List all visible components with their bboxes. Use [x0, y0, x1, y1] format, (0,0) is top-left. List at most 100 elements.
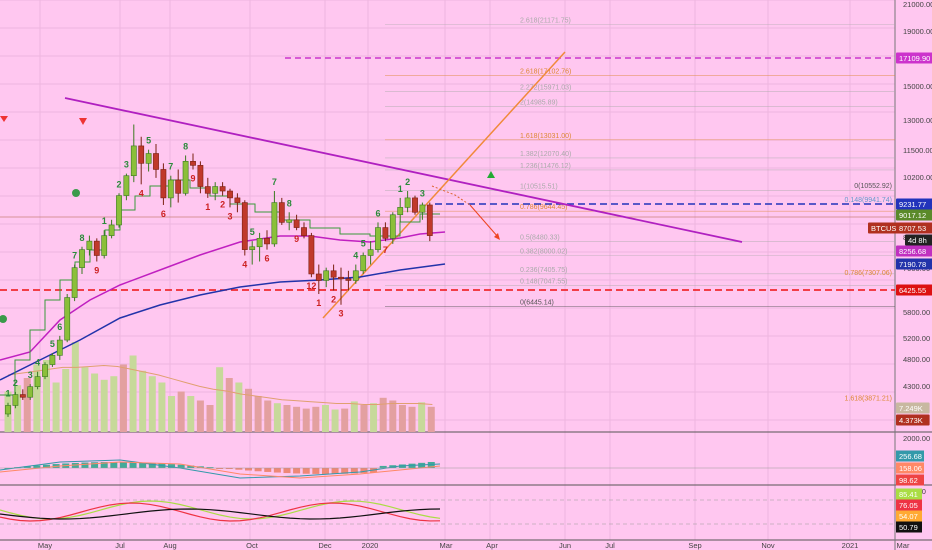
macd-histogram-bar — [81, 462, 89, 468]
candle — [101, 235, 108, 256]
price-tag — [905, 234, 932, 246]
price-tag — [896, 52, 932, 64]
volume-bar — [293, 406, 301, 432]
candle — [49, 355, 56, 365]
volume-bar — [350, 401, 358, 432]
sell-arrow-icon — [79, 118, 87, 125]
macd-histogram-bar — [264, 468, 272, 472]
macd-histogram-bar — [206, 467, 214, 469]
candle — [86, 240, 93, 250]
td-count-label: 2 — [13, 378, 18, 388]
fib-level-label: 1.618(3871.21) — [845, 396, 892, 403]
volume-bar — [398, 405, 406, 432]
candle — [249, 246, 256, 250]
price-tick-label: 21000.00 — [903, 0, 932, 9]
macd-value-label: 158.06 — [899, 464, 922, 473]
volume-bar — [177, 391, 185, 432]
projection-dotted — [431, 185, 471, 206]
fib-level-label: 1.618(13031.00) — [520, 133, 571, 140]
macd-histogram-bar — [187, 465, 195, 468]
macd-value-label: 98.62 — [899, 476, 918, 485]
volume-bar — [408, 406, 416, 432]
volume-bar — [81, 367, 89, 432]
candle — [219, 186, 226, 192]
td-count-label: 7 — [383, 245, 388, 255]
fib-level-label: 0.786(9644.45) — [520, 204, 567, 211]
sell-arrow-icon — [0, 116, 8, 122]
price-tick-label: 4300.00 — [903, 382, 930, 391]
price-tag-label: 6425.55 — [899, 286, 926, 295]
candle — [19, 394, 26, 398]
td-count-label: 6 — [264, 254, 269, 264]
td-count-label: 2 — [220, 200, 225, 210]
volume-bar — [321, 405, 329, 432]
price-tag-label: 7190.78 — [899, 260, 926, 269]
time-axis-label: Aug — [163, 541, 176, 550]
price-tag — [896, 209, 932, 221]
td-count-label: 5 — [50, 339, 55, 349]
volume-bar — [312, 406, 320, 432]
candle — [234, 197, 241, 203]
volume-bar — [283, 405, 291, 432]
td-count-label: 1 — [398, 184, 403, 194]
volume-bar — [418, 402, 426, 432]
volume-bar — [52, 382, 60, 432]
volume-bar — [427, 406, 435, 432]
macd-histogram-bar — [283, 468, 291, 474]
macd-histogram-bar — [225, 468, 233, 469]
price-tag — [896, 402, 930, 414]
macd-histogram-bar — [321, 468, 329, 474]
td-count-label: 1 — [5, 389, 10, 399]
volume-bar — [71, 342, 79, 432]
fib-level-label: 0.382(8000.02) — [520, 248, 567, 255]
td-count-label: 4 — [242, 259, 247, 269]
price-tag — [896, 198, 932, 210]
macd-value-label: 256.68 — [899, 452, 922, 461]
fib-level-label: 1.382(12070.40) — [520, 151, 571, 158]
rsi-value-tag — [896, 521, 922, 533]
time-axis-label: Jul — [115, 541, 125, 550]
td-count-label: 2 — [116, 179, 121, 189]
candle — [360, 255, 367, 272]
macd-histogram-bar — [379, 465, 387, 468]
price-tag-label: 7.249K — [899, 404, 923, 413]
volume-bar — [139, 370, 147, 432]
td-count-label: 4 — [35, 358, 40, 368]
fib-level-label: 0(6445.14) — [520, 300, 554, 307]
volume-bar — [168, 396, 176, 432]
td-count-label: 4 — [139, 188, 144, 198]
price-tag-label: 8707.53 — [899, 224, 926, 233]
td-count-label: 8 — [183, 141, 188, 151]
volume-bar — [62, 369, 70, 432]
td-count-label: 1 — [316, 298, 321, 308]
td-count-label: 1 — [205, 202, 210, 212]
price-tag-label: BTCUSD — [871, 224, 902, 233]
price-tag — [868, 222, 902, 234]
rsi-value-label: 50.79 — [899, 523, 918, 532]
fib-level-label: 2.272(15971.03) — [520, 85, 571, 92]
macd-histogram-bar — [273, 468, 281, 473]
macd-histogram-bar — [302, 468, 310, 474]
candle — [138, 145, 145, 164]
fib-level-label: 0.5(8480.33) — [520, 235, 560, 242]
volume-bar — [187, 396, 195, 432]
macd-axis-label: 2000.00 — [903, 434, 930, 443]
volume-bar — [206, 405, 214, 432]
td-count-label: 7 — [72, 251, 77, 261]
macd-histogram-bar — [129, 462, 137, 468]
candle — [419, 204, 426, 213]
volume-bar — [235, 382, 243, 432]
rsi-value-tag — [896, 488, 922, 500]
price-tag-label: 9231.77 — [899, 200, 926, 209]
rsi-value-tag — [896, 510, 922, 522]
macd-histogram-bar — [235, 468, 243, 470]
candle — [286, 219, 293, 223]
candle — [116, 195, 122, 226]
time-axis-label: Mar — [440, 541, 453, 550]
candle — [338, 276, 344, 280]
macd-histogram-bar — [331, 468, 339, 474]
candle — [79, 249, 85, 268]
time-axis-label: Jul — [605, 541, 615, 550]
